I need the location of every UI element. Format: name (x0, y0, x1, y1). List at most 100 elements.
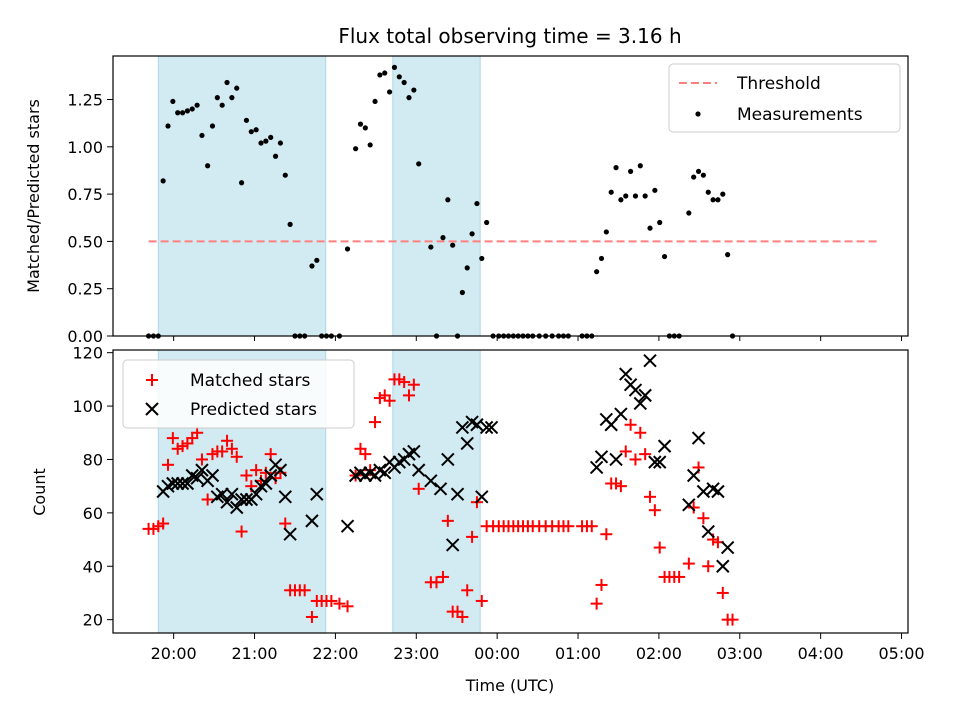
matched-stars-point (430, 576, 443, 589)
predicted-stars-point (460, 436, 474, 451)
measurement-point (344, 246, 351, 252)
measurement-point (362, 125, 368, 131)
predicted-stars-point (225, 487, 239, 501)
measurement-point (160, 178, 166, 184)
predicted-stars-point (445, 538, 460, 552)
predicted-stars-point (648, 455, 662, 469)
matched-stars-point (436, 570, 449, 583)
measurement-point (396, 74, 402, 80)
predicted-stars-point (682, 498, 696, 512)
measurement-point (184, 108, 191, 114)
measurement-point (401, 79, 407, 86)
bottom-y-tick-label: 40 (83, 557, 103, 576)
predicted-stars-legend-label: Predicted stars (190, 400, 317, 420)
predicted-stars-point (239, 492, 254, 507)
bottom-y-tick-label: 20 (83, 611, 103, 630)
top-y-axis-label: Matched/Predicted stars (24, 99, 43, 293)
predicted-stars-point (470, 418, 484, 432)
top-legend: Threshold Measurements (668, 63, 901, 133)
measurement-point (282, 172, 288, 178)
matched-stars-point (161, 458, 174, 471)
predicted-stars-point (701, 524, 715, 539)
matched-stars-point (614, 480, 627, 493)
measurement-point (224, 79, 230, 86)
measurement-point (367, 142, 373, 148)
predicted-stars-point (180, 476, 195, 491)
bottom-axes-frame (112, 349, 909, 634)
top-panel: 0.00 0.25 0.50 0.75 1.00 1.25 Matched/Predict… (24, 55, 909, 346)
top-y-tick-label: 0.25 (67, 280, 103, 299)
measurement-point (647, 225, 653, 231)
measurement-point (411, 87, 417, 93)
predicted-stars-point (716, 559, 730, 573)
predicted-stars-point (283, 527, 297, 541)
matched-stars-legend-swatch (146, 374, 158, 386)
measurement-point (603, 229, 609, 235)
measurement-point (219, 102, 225, 108)
matched-stars-point (398, 376, 411, 389)
x-tick-label: 23:00 (393, 644, 439, 663)
top-shaded-intervals (157, 55, 481, 337)
x-tick-label: 21:00 (231, 644, 277, 663)
measurement-point (214, 95, 220, 101)
measurement-point (194, 102, 200, 108)
measurement-point (720, 191, 726, 197)
measurement-point (428, 244, 434, 250)
x-tick-label: 01:00 (555, 644, 601, 663)
predicted-stars-point (278, 490, 292, 504)
bottom-panel: 20 40 60 80 100 120 20:00 21:00 22:00 23:00 00:00… (30, 344, 925, 695)
measurement-point (382, 70, 388, 76)
predicted-stars-point (619, 367, 633, 381)
predicted-stars-point (263, 468, 278, 483)
x-tick-label: 20:00 (151, 644, 197, 663)
matched-stars-point (673, 570, 686, 583)
matched-stars-point (590, 597, 603, 610)
measurement-point (170, 98, 176, 105)
matched-stars-point (359, 448, 372, 461)
x-tick-label: 22:00 (312, 644, 358, 663)
predicted-stars-point (259, 476, 273, 491)
matched-stars-point (682, 557, 695, 570)
matched-stars-point (726, 613, 739, 626)
measurement-point (608, 189, 614, 195)
matched-stars-point (201, 493, 214, 506)
top-axes-frame (112, 55, 909, 337)
matched-stars-point (595, 578, 608, 591)
measurement-point (287, 221, 293, 227)
measurement-point (258, 140, 264, 146)
bottom-y-ticks: 20 40 60 80 100 120 (72, 344, 113, 630)
measurement-point (598, 255, 605, 262)
measurement-point (652, 187, 658, 193)
measurement-point (642, 193, 648, 199)
predicted-stars-point (691, 431, 706, 445)
measurement-point (406, 95, 412, 101)
measurement-point (710, 197, 716, 203)
predicted-stars-point (424, 474, 438, 488)
measurement-point (464, 265, 470, 271)
matched-stars-point (195, 453, 208, 466)
measurement-point (353, 146, 359, 152)
matched-stars-point (412, 482, 425, 495)
matched-stars-point (230, 450, 243, 463)
predicted-stars-point (450, 487, 465, 501)
predicted-stars-point (711, 484, 725, 499)
top-y-tick-label: 1.25 (67, 91, 103, 110)
bottom-y-tick-label: 120 (72, 344, 103, 363)
measurement-point (165, 123, 171, 129)
predicted-stars-point (638, 388, 652, 403)
predicted-stars-point (170, 476, 185, 491)
bottom-y-axis-label: Count (30, 468, 49, 516)
measurement-point (450, 242, 456, 248)
matched-stars-point (653, 541, 666, 554)
measurement-point (386, 89, 393, 95)
predicted-stars-point (696, 484, 711, 499)
matched-stars-point (369, 416, 382, 429)
predicted-stars-point (234, 492, 249, 507)
predicted-stars-point (455, 420, 470, 435)
matched-stars-point (687, 501, 700, 514)
matched-stars-point (466, 530, 479, 543)
predicted-stars-point (340, 519, 355, 533)
bottom-legend: Matched stars Predicted stars (122, 359, 355, 429)
measurement-point (189, 106, 195, 112)
